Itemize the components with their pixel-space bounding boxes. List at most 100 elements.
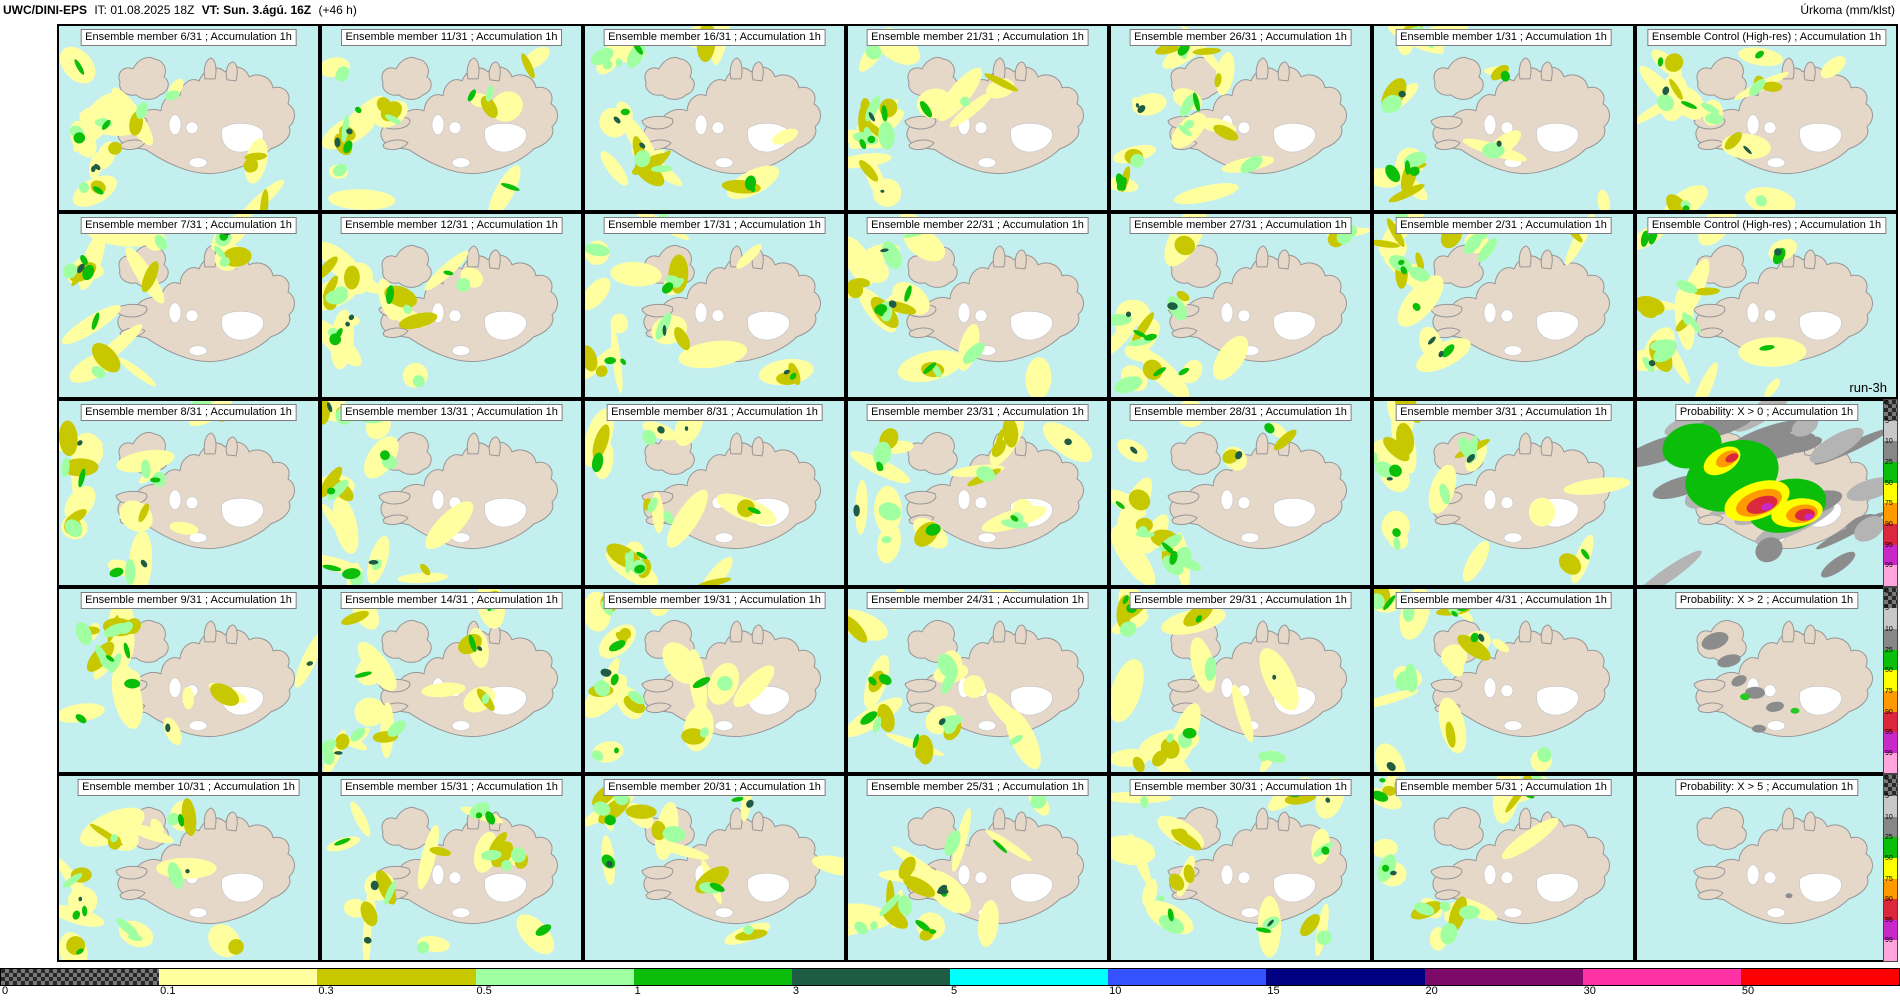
iceland-map: [59, 46, 295, 210]
iceland-map: [322, 241, 558, 388]
panel-title: Ensemble Control (High-res) ; Accumulati…: [1646, 216, 1887, 234]
panel-title: Ensemble member 3/31 ; Accumulation 1h: [1395, 404, 1612, 422]
precip-colorbar: 0 0.1 0.3 0.5 1 3 5 10 15 20 30 50: [0, 966, 1900, 1000]
probability-scale-label: 75: [1885, 875, 1893, 883]
iceland-map: [326, 801, 558, 960]
probability-scale-segment: 50: [1884, 837, 1897, 862]
iceland-map: [585, 591, 821, 763]
probability-scale-segment: 10: [1884, 608, 1897, 633]
panel-title: Ensemble member 20/31 ; Accumulation 1h: [603, 779, 826, 797]
probability-scale-label: 50: [1885, 479, 1893, 487]
map-panel: Ensemble member 16/31 ; Accumulation 1h: [583, 24, 846, 212]
probability-scale-segment: 75: [1884, 857, 1897, 883]
map-panel: Ensemble member 21/31 ; Accumulation 1h: [846, 24, 1109, 212]
probability-scale-segment: 99: [1884, 544, 1897, 569]
probability-scale-segment: 25: [1884, 441, 1897, 466]
panel-title: Ensemble member 28/31 ; Accumulation 1h: [1129, 404, 1352, 422]
iceland-map: [585, 784, 844, 946]
probability-scale-segment: 10: [1884, 796, 1897, 821]
map-panel: Ensemble member 4/31 ; Accumulation 1h: [1372, 586, 1635, 775]
probability-scale-label: 25: [1885, 834, 1893, 842]
probability-scale-label: 50: [1885, 667, 1893, 675]
probability-scale-segment: 75: [1884, 670, 1897, 695]
probability-scale-segment: 95: [1884, 899, 1897, 924]
map-panel: Ensemble member 10/31 ; Accumulation 1h: [57, 774, 320, 962]
colorbar-segment: [791, 969, 951, 985]
iceland-map: [322, 46, 558, 210]
probability-scale-label: 10: [1885, 626, 1893, 634]
colorbar-label: 0.3: [318, 985, 334, 997]
panel-title: Probability: X > 2 ; Accumulation 1h: [1674, 591, 1859, 609]
iceland-map: [848, 27, 1084, 207]
probability-scale-label: 50: [1885, 854, 1893, 862]
lead-time: (+46 h): [318, 3, 357, 17]
map-panel: Ensemble member 30/31 ; Accumulation 1h: [1109, 774, 1372, 962]
map-panel: Ensemble member 28/31 ; Accumulation 1h: [1109, 399, 1372, 587]
colorbar-label: 1: [634, 985, 641, 997]
panel-title: Ensemble member 5/31 ; Accumulation 1h: [1395, 779, 1612, 797]
colorbar-label: 20: [1425, 985, 1438, 997]
panel-title: Ensemble member 8/31 ; Accumulation 1h: [606, 404, 823, 422]
colorbar-segment: [1582, 969, 1741, 985]
probability-scale-label: 90: [1885, 520, 1893, 528]
probability-scale-segment: 99: [1884, 732, 1897, 757]
probability-scale: 0 5 10 25 50 75 90 95 99: [1883, 586, 1898, 775]
iceland-map: [585, 405, 821, 585]
iceland-map: [1111, 26, 1347, 205]
probability-scale-segment: 25: [1884, 629, 1897, 654]
colorbar-label: 10: [1109, 985, 1122, 997]
map-panel: Ensemble member 19/31 ; Accumulation 1h: [583, 586, 846, 775]
probability-scale-segment: 50: [1884, 462, 1897, 487]
probability-scale-label: 99: [1885, 937, 1893, 945]
panel-title: Ensemble member 24/31 ; Accumulation 1h: [866, 591, 1089, 609]
product-name: UWC/DINI-EPS: [3, 3, 87, 17]
iceland-map: [1374, 26, 1610, 210]
iceland-map: [1111, 213, 1370, 398]
panel-grid: Ensemble member 6/31 ; Accumulation 1h E…: [57, 24, 1898, 962]
iceland-map: [1693, 807, 1873, 925]
iceland-map: [1693, 619, 1873, 737]
probability-scale-segment: [1884, 940, 1897, 962]
panel-title: Ensemble member 27/31 ; Accumulation 1h: [1129, 216, 1352, 234]
probability-scale-segment: 50: [1884, 649, 1897, 675]
colorbar-label: 5: [951, 985, 958, 997]
iceland-map: [848, 789, 1084, 948]
probability-scale-segment: 90: [1884, 878, 1897, 904]
probability-scale-segment: 10: [1884, 420, 1897, 445]
run-annotation: run-3h: [1849, 380, 1887, 396]
map-panel: Ensemble member 22/31 ; Accumulation 1h: [846, 211, 1109, 400]
probability-scale: 0 5 10 25 50 75 90 95 99: [1883, 399, 1898, 587]
panel-title: Ensemble member 25/31 ; Accumulation 1h: [866, 779, 1089, 797]
map-panel: Ensemble member 17/31 ; Accumulation 1h: [583, 211, 846, 400]
iceland-map: [1374, 588, 1610, 773]
precip-colorbar-labels: 0 0.1 0.3 0.5 1 3 5 10 15 20 30 50: [0, 985, 1900, 999]
iceland-map: [1374, 776, 1610, 952]
panel-title: Ensemble member 10/31 ; Accumulation 1h: [77, 779, 300, 797]
map-panel: Ensemble member 20/31 ; Accumulation 1h: [583, 774, 846, 962]
probability-scale-segment: 75: [1884, 482, 1897, 508]
iceland-map: [1374, 213, 1610, 372]
panel-title: Ensemble member 22/31 ; Accumulation 1h: [866, 216, 1089, 234]
probability-scale-label: 75: [1885, 500, 1893, 508]
colorbar-segment: [1108, 969, 1267, 985]
iceland-map: [590, 26, 821, 200]
panel-title: Ensemble member 8/31 ; Accumulation 1h: [80, 404, 297, 422]
probability-scale-segment: [1884, 752, 1897, 774]
probability-scale-label: 25: [1885, 646, 1893, 654]
colorbar-label: 30: [1583, 985, 1596, 997]
probability-scale-label: 90: [1885, 896, 1893, 904]
iceland-map: [1637, 47, 1873, 210]
colorbar-label: 0.5: [476, 985, 492, 997]
map-panel: Ensemble member 14/31 ; Accumulation 1h: [320, 586, 583, 775]
iceland-map: [59, 401, 295, 585]
map-panel: Ensemble member 15/31 ; Accumulation 1h: [320, 774, 583, 962]
panel-title: Ensemble member 2/31 ; Accumulation 1h: [1395, 216, 1612, 234]
colorbar-label: 15: [1267, 985, 1280, 997]
panel-title: Ensemble Control (High-res) ; Accumulati…: [1646, 29, 1887, 46]
map-panel: Ensemble member 5/31 ; Accumulation 1h: [1372, 774, 1635, 962]
